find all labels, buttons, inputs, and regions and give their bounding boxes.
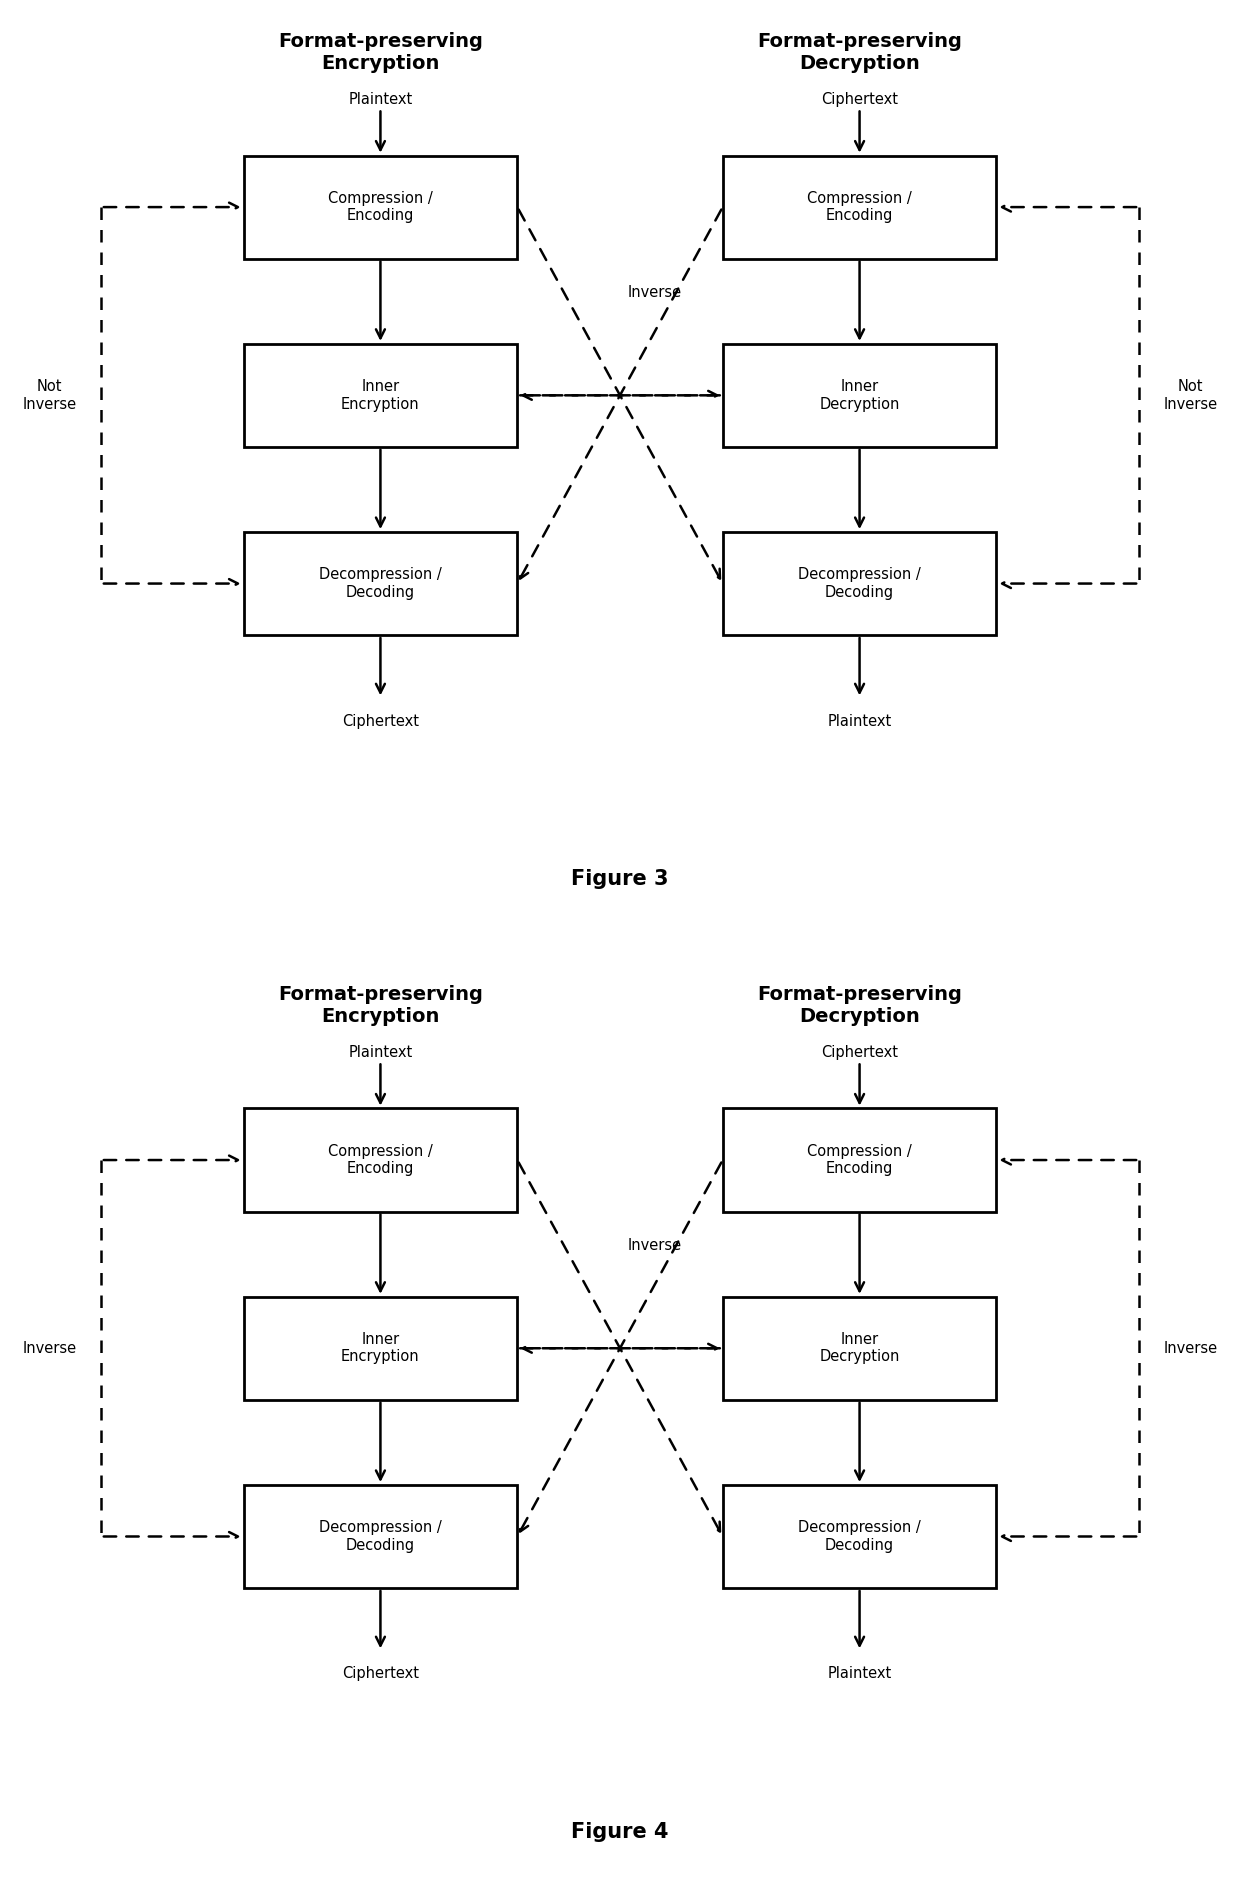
Text: Plaintext: Plaintext: [348, 92, 413, 108]
Text: Format-preserving
Encryption: Format-preserving Encryption: [278, 985, 482, 1027]
Text: Inverse: Inverse: [1163, 1342, 1218, 1355]
Bar: [723, 1485, 997, 1589]
Text: Not
Inverse: Not Inverse: [22, 379, 77, 411]
Text: Inner
Decryption: Inner Decryption: [820, 379, 900, 411]
Text: Ciphertext: Ciphertext: [342, 1666, 419, 1681]
Bar: [243, 343, 517, 447]
Text: Format-preserving
Decryption: Format-preserving Decryption: [758, 985, 962, 1027]
Text: Inverse: Inverse: [627, 285, 681, 300]
Text: Format-preserving
Decryption: Format-preserving Decryption: [758, 32, 962, 74]
Bar: [723, 155, 997, 259]
Text: Decompression /
Decoding: Decompression / Decoding: [319, 568, 441, 600]
Bar: [243, 1108, 517, 1211]
Text: Decompression /
Decoding: Decompression / Decoding: [799, 568, 921, 600]
Text: Plaintext: Plaintext: [348, 1045, 413, 1060]
Text: Compression /
Encoding: Compression / Encoding: [329, 1144, 433, 1176]
Text: Inverse: Inverse: [627, 1238, 681, 1253]
Text: Ciphertext: Ciphertext: [342, 713, 419, 728]
Text: Inverse: Inverse: [22, 1342, 77, 1355]
Text: Inner
Encryption: Inner Encryption: [341, 379, 420, 411]
Text: Not
Inverse: Not Inverse: [1163, 379, 1218, 411]
Bar: [723, 343, 997, 447]
Bar: [723, 1108, 997, 1211]
Text: Decompression /
Decoding: Decompression / Decoding: [799, 1521, 921, 1553]
Text: Figure 4: Figure 4: [572, 1823, 668, 1842]
Bar: [243, 532, 517, 636]
Text: Inner
Decryption: Inner Decryption: [820, 1332, 900, 1364]
Bar: [723, 532, 997, 636]
Text: Figure 3: Figure 3: [572, 870, 668, 889]
Text: Format-preserving
Encryption: Format-preserving Encryption: [278, 32, 482, 74]
Text: Inner
Encryption: Inner Encryption: [341, 1332, 420, 1364]
Text: Plaintext: Plaintext: [827, 713, 892, 728]
Bar: [243, 1296, 517, 1400]
Text: Ciphertext: Ciphertext: [821, 1045, 898, 1060]
Text: Decompression /
Decoding: Decompression / Decoding: [319, 1521, 441, 1553]
Text: Compression /
Encoding: Compression / Encoding: [329, 191, 433, 223]
Text: Plaintext: Plaintext: [827, 1666, 892, 1681]
Text: Compression /
Encoding: Compression / Encoding: [807, 1144, 911, 1176]
Text: Ciphertext: Ciphertext: [821, 92, 898, 108]
Bar: [243, 1485, 517, 1589]
Bar: [243, 155, 517, 259]
Bar: [723, 1296, 997, 1400]
Text: Compression /
Encoding: Compression / Encoding: [807, 191, 911, 223]
